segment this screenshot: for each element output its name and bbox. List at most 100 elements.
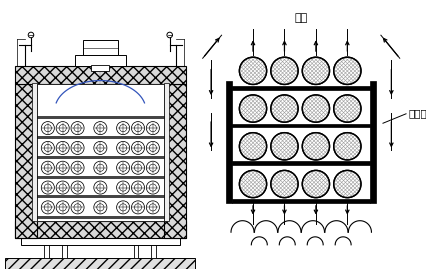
- Circle shape: [116, 161, 130, 174]
- Bar: [231, 199, 369, 203]
- Circle shape: [94, 161, 106, 174]
- Circle shape: [44, 144, 51, 151]
- Circle shape: [131, 122, 144, 135]
- Circle shape: [56, 122, 69, 135]
- Circle shape: [74, 164, 81, 171]
- Bar: [151, 244, 156, 258]
- Circle shape: [131, 161, 144, 174]
- Bar: [37, 136, 163, 138]
- Circle shape: [239, 95, 266, 122]
- Circle shape: [119, 164, 127, 171]
- Circle shape: [239, 171, 266, 198]
- Circle shape: [134, 144, 141, 151]
- Circle shape: [56, 141, 69, 155]
- Circle shape: [94, 141, 106, 155]
- Circle shape: [270, 57, 297, 85]
- Bar: [231, 124, 369, 127]
- Circle shape: [119, 144, 127, 151]
- Circle shape: [149, 164, 156, 171]
- Circle shape: [149, 184, 156, 191]
- Circle shape: [74, 184, 81, 191]
- Circle shape: [116, 122, 130, 135]
- Bar: [37, 216, 163, 218]
- Bar: [133, 244, 138, 258]
- Circle shape: [74, 125, 81, 132]
- Circle shape: [119, 125, 127, 132]
- Circle shape: [97, 144, 104, 151]
- Circle shape: [59, 125, 66, 132]
- Circle shape: [56, 181, 69, 194]
- Bar: [62, 244, 67, 258]
- Circle shape: [71, 201, 84, 214]
- Circle shape: [94, 181, 106, 194]
- Bar: [231, 86, 369, 90]
- Circle shape: [146, 181, 159, 194]
- Circle shape: [97, 125, 104, 132]
- Bar: [37, 176, 163, 178]
- Circle shape: [270, 133, 297, 160]
- Circle shape: [270, 95, 297, 122]
- Circle shape: [41, 141, 54, 155]
- Circle shape: [131, 181, 144, 194]
- Circle shape: [116, 141, 130, 155]
- Text: 风道: 风道: [294, 13, 307, 24]
- Circle shape: [146, 161, 159, 174]
- Circle shape: [134, 164, 141, 171]
- Bar: [15, 66, 185, 83]
- Circle shape: [302, 95, 329, 122]
- Bar: [37, 195, 163, 197]
- Circle shape: [74, 144, 81, 151]
- Bar: [37, 156, 163, 158]
- Circle shape: [302, 171, 329, 198]
- Circle shape: [302, 57, 329, 85]
- Circle shape: [116, 201, 130, 214]
- Circle shape: [44, 184, 51, 191]
- Circle shape: [146, 141, 159, 155]
- Circle shape: [74, 204, 81, 211]
- Circle shape: [41, 161, 54, 174]
- Circle shape: [44, 125, 51, 132]
- Circle shape: [71, 181, 84, 194]
- Bar: [15, 221, 185, 238]
- Bar: [231, 161, 369, 165]
- Circle shape: [59, 144, 66, 151]
- Circle shape: [131, 141, 144, 155]
- Circle shape: [134, 125, 141, 132]
- Circle shape: [333, 57, 360, 85]
- Circle shape: [149, 144, 156, 151]
- Circle shape: [97, 204, 104, 211]
- Bar: [75, 55, 126, 66]
- Circle shape: [41, 122, 54, 135]
- Circle shape: [131, 201, 144, 214]
- Circle shape: [59, 184, 66, 191]
- Circle shape: [149, 125, 156, 132]
- Circle shape: [71, 161, 84, 174]
- Circle shape: [149, 204, 156, 211]
- Circle shape: [97, 164, 104, 171]
- Circle shape: [333, 133, 360, 160]
- Circle shape: [44, 204, 51, 211]
- Bar: [163, 83, 168, 221]
- Bar: [37, 83, 163, 221]
- Circle shape: [239, 57, 266, 85]
- Circle shape: [59, 164, 66, 171]
- Circle shape: [146, 201, 159, 214]
- Bar: [369, 81, 375, 203]
- Bar: [32, 83, 37, 221]
- Bar: [5, 258, 195, 269]
- Circle shape: [56, 161, 69, 174]
- Bar: [82, 40, 118, 55]
- Circle shape: [146, 122, 159, 135]
- Bar: [37, 116, 163, 118]
- Circle shape: [333, 95, 360, 122]
- Circle shape: [56, 201, 69, 214]
- Bar: [225, 81, 231, 203]
- Circle shape: [134, 184, 141, 191]
- Circle shape: [333, 171, 360, 198]
- Circle shape: [302, 133, 329, 160]
- Circle shape: [94, 201, 106, 214]
- Bar: [163, 83, 185, 238]
- Circle shape: [116, 181, 130, 194]
- Circle shape: [71, 122, 84, 135]
- Circle shape: [94, 122, 106, 135]
